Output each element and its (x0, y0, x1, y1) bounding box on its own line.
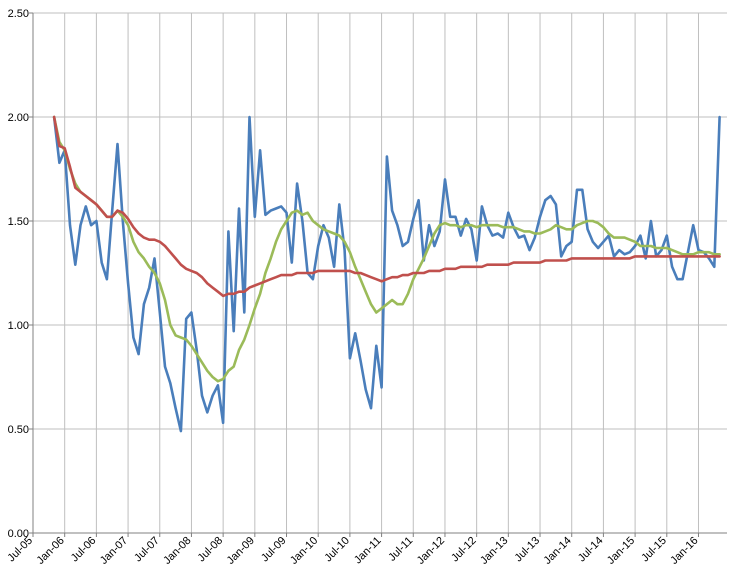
horizontal-gridlines (33, 12, 727, 534)
series-line-green (52, 115, 721, 383)
series-layer (52, 115, 721, 433)
y-tick-label: 2.00 (8, 112, 29, 124)
y-tick-label: 1.00 (8, 320, 29, 332)
series-line-red (52, 115, 721, 298)
vertical-gridlines (32, 13, 699, 533)
axes (29, 12, 727, 537)
y-tick-label: 0.00 (8, 528, 29, 540)
series-line-blue (52, 115, 721, 433)
y-tick-label: 0.50 (8, 424, 29, 436)
y-tick-label: 2.50 (8, 8, 29, 20)
y-tick-label: 1.50 (8, 216, 29, 228)
y-axis-tick-labels: 0.00 0.50 1.00 1.50 2.00 2.50 (8, 8, 29, 540)
